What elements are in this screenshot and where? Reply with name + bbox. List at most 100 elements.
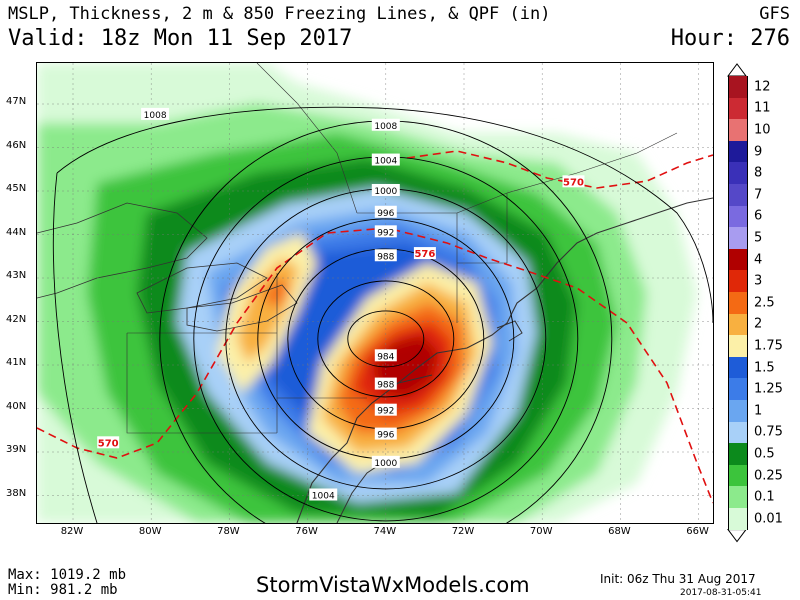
lon-label: 80W: [138, 526, 162, 537]
lat-label: 41N: [6, 357, 27, 368]
legend-label: 0.1: [754, 489, 775, 505]
qpf-legend: 12 11 10 9 8 7 6 5 4 3 2.5 2 1.75 1.5 1.25 1 0.75 0.5 0.25…: [724, 62, 794, 550]
map-title: MSLP, Thickness, 2 m & 850 Freezing Line…: [8, 4, 551, 24]
thickness-label: 570: [562, 175, 585, 188]
legend-swatch: [728, 205, 748, 228]
lon-label: 74W: [373, 526, 397, 537]
legend-swatch: [728, 313, 748, 336]
isobar-label: 1000: [371, 455, 400, 469]
legend-label: 1.75: [754, 338, 783, 354]
legend-swatch: [728, 248, 748, 271]
forecast-hour: Hour: 276: [670, 26, 790, 51]
isobar-value: 984: [377, 352, 394, 362]
legend-swatch: [728, 162, 748, 184]
isobar-value: 992: [377, 407, 394, 417]
isobar-label: 1008: [371, 118, 400, 132]
weather-map: 1008 1004 1000 996 992 988 984 988 992 996 1000 100…: [37, 63, 713, 523]
isobar-label: 1008: [141, 107, 170, 121]
timestamp: 2017-08-31-05:41: [680, 588, 762, 598]
legend-swatch: [728, 486, 748, 508]
lat-label: 44N: [6, 226, 27, 238]
legend-label: 5: [754, 230, 763, 246]
legend-swatch: [728, 227, 748, 249]
lon-label: 76W: [295, 526, 318, 537]
lat-label: 43N: [6, 270, 27, 281]
legend-label: 1: [754, 403, 763, 419]
thickness-value: 576: [414, 249, 435, 260]
isobar-label: 988: [374, 249, 397, 262]
qpf-shading: [37, 63, 713, 523]
legend-label: 0.75: [754, 424, 783, 440]
lat-label: 47N: [6, 96, 27, 107]
contour-labels: 1008 1004 1000 996 992 988 984 988 992 996 1000 100…: [97, 107, 585, 502]
legend-swatch: [728, 356, 748, 379]
lon-label: 72W: [451, 526, 475, 537]
legend-up-arrow-icon: [727, 63, 747, 77]
isobar-value: 1004: [374, 157, 397, 167]
legend-swatch: [728, 421, 748, 444]
thickness-value: 570: [563, 177, 584, 188]
lon-label: 82W: [60, 526, 84, 537]
isobar-value: 1004: [312, 492, 335, 502]
legend-swatch: [728, 270, 748, 292]
coastlines: [37, 63, 713, 523]
legend-arrow-icons: [727, 63, 747, 543]
legend-swatch: [728, 76, 748, 98]
isobar-value: 1008: [144, 111, 167, 121]
lat-label: 39N: [6, 444, 27, 455]
isobar-label: 996: [374, 205, 397, 219]
isobar-label: 992: [374, 225, 397, 238]
map-panel: 1008 1004 1000 996 992 988 984 988 992 996 1000 100…: [36, 62, 714, 524]
legend-swatch: [728, 464, 748, 487]
lon-label: 70W: [529, 526, 553, 537]
legend-label: 4: [754, 252, 763, 268]
isobar-value: 988: [377, 252, 394, 262]
legend-swatch: [728, 97, 748, 120]
legend-label: 8: [754, 165, 763, 181]
legend-label: 0.5: [754, 446, 775, 462]
isobar-label: 992: [374, 403, 397, 417]
legend-label: 12: [754, 79, 771, 95]
thickness-label: 576: [413, 247, 436, 260]
max-pressure: Max: 1019.2 mb: [8, 567, 127, 583]
thickness-label: 570: [97, 436, 120, 449]
legend-label: 0.25: [754, 468, 783, 484]
legend-label: 1.25: [754, 381, 783, 397]
lon-label: 78W: [217, 526, 240, 537]
legend-swatch: [728, 184, 748, 206]
lat-lon-grid: [37, 63, 713, 523]
isobar-value: 1000: [374, 187, 397, 197]
legend-label: 2.5: [754, 295, 775, 311]
legend-swatch: [728, 400, 748, 422]
legend-label: 2: [754, 316, 763, 332]
legend-swatch: [728, 140, 748, 163]
isobar-value: 1000: [374, 459, 397, 469]
isobar-value: 988: [377, 381, 394, 391]
isobar-label: 1000: [371, 184, 400, 197]
legend-label: 9: [754, 144, 763, 160]
lat-label: 40N: [6, 400, 27, 412]
lon-label: 66W: [686, 526, 709, 537]
lat-label: 45N: [6, 183, 27, 194]
min-pressure: Min: 981.2 mb: [8, 582, 118, 598]
legend-swatch: [728, 443, 748, 465]
isobar-label: 988: [374, 377, 397, 391]
lat-label: 38N: [6, 487, 27, 499]
legend-label: 0.01: [754, 511, 783, 527]
legend-swatch: [728, 508, 748, 530]
isobar-label: 1004: [309, 488, 338, 502]
legend-label: 7: [754, 187, 763, 203]
isobar-value: 996: [377, 209, 394, 219]
isobar-label: 996: [374, 427, 397, 441]
isobar-value: 996: [377, 431, 394, 441]
isobar-label: 1004: [371, 153, 400, 167]
legend-label: 3: [754, 273, 763, 289]
legend-label: 6: [754, 208, 763, 224]
legend-swatch: [728, 292, 748, 314]
legend-label: 11: [754, 100, 771, 116]
legend-down-arrow-icon: [727, 529, 747, 543]
thickness-value: 570: [98, 438, 119, 449]
lat-label: 42N: [6, 313, 27, 325]
site-credit: StormVistaWxModels.com: [256, 573, 530, 597]
lon-label: 68W: [608, 526, 631, 537]
